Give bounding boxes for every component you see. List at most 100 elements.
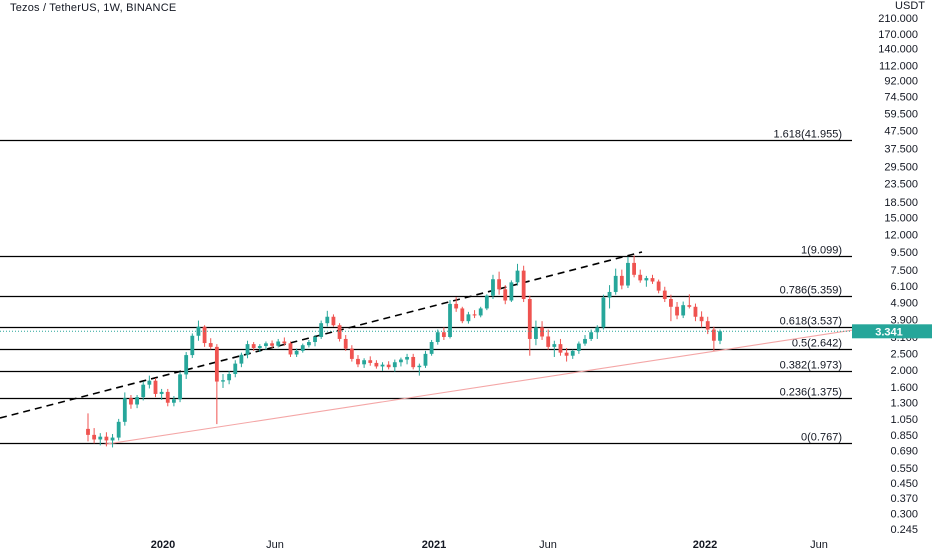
candle-body — [221, 380, 225, 382]
time-axis-bg — [0, 538, 932, 550]
candle — [423, 350, 428, 368]
candle — [122, 392, 127, 426]
candle — [491, 274, 495, 300]
candle-body — [165, 391, 170, 403]
candle-body — [306, 342, 311, 346]
fib-label: 1(9.099) — [801, 245, 842, 257]
price-tick-label: 0.370 — [890, 493, 918, 505]
candle-body — [552, 344, 557, 347]
price-tick-label: 59.500 — [884, 108, 918, 120]
candle-body — [116, 421, 121, 438]
price-tick-label: 140.000 — [878, 44, 918, 56]
candle-body — [638, 274, 643, 281]
candle — [460, 306, 465, 324]
current-price-tag: 3.341 — [0, 324, 932, 339]
candle — [264, 341, 268, 350]
candle-body — [122, 398, 127, 422]
candle-body — [497, 279, 502, 290]
candle-body — [503, 289, 508, 301]
candle — [527, 295, 532, 356]
candle-body — [705, 321, 710, 330]
candle — [484, 294, 489, 311]
candle — [405, 353, 409, 365]
candle — [497, 271, 502, 295]
candle — [607, 285, 612, 309]
candle — [172, 396, 176, 407]
candle-body — [448, 303, 452, 337]
candle — [98, 433, 103, 446]
candle — [356, 355, 360, 368]
candle-body — [392, 362, 397, 368]
candle — [503, 285, 508, 305]
fibonacci-retracement[interactable]: 1.618(41.955) 1(9.099) 0.786(5.359) 0.618(3… — [0, 129, 852, 445]
candle-body — [435, 332, 440, 343]
candle — [288, 341, 293, 357]
candle — [190, 333, 195, 358]
candle-body — [233, 363, 238, 375]
price-tick-label: 112.000 — [879, 61, 918, 73]
symbol-title: Tezos / TetherUS, 1W, BINANCE — [10, 2, 177, 14]
candle — [711, 326, 716, 351]
time-label: Jun — [539, 539, 557, 550]
resistance-trendline — [0, 251, 643, 419]
candle-body — [202, 326, 207, 344]
candle-body — [478, 308, 483, 316]
time-axis[interactable]: 2020 Jun 2021 Jun 2022 Jun — [0, 538, 932, 550]
candle-body — [172, 399, 176, 403]
candle — [368, 356, 373, 366]
candle — [294, 348, 299, 357]
price-tick-label: 0.245 — [890, 524, 918, 536]
candle-body — [349, 348, 354, 359]
candle-body — [619, 275, 624, 286]
candle — [319, 320, 324, 339]
candle-body — [208, 343, 213, 347]
candle — [300, 343, 305, 353]
candle-body — [153, 380, 158, 394]
candle — [110, 433, 115, 448]
candle-body — [472, 314, 477, 316]
candle-body — [429, 342, 434, 354]
candle-body — [147, 380, 152, 385]
candle — [478, 306, 483, 318]
time-label: 2021 — [422, 539, 446, 550]
candle-body — [632, 262, 636, 275]
candle — [343, 335, 348, 351]
candle-body — [214, 346, 219, 382]
candle — [202, 325, 207, 347]
fib-label: 0.382(1.973) — [780, 360, 842, 372]
time-label: Jun — [810, 539, 828, 550]
candle — [534, 320, 538, 346]
trendlines[interactable] — [0, 251, 853, 445]
candle — [208, 338, 213, 350]
candle — [448, 300, 452, 339]
candle — [399, 357, 403, 367]
price-tick-label: 3.900 — [890, 315, 918, 327]
candle-body — [313, 336, 317, 343]
price-tick-label: 9.500 — [890, 247, 918, 259]
candle — [693, 303, 698, 322]
candle-body — [460, 308, 465, 322]
price-tick-label: 92.000 — [884, 75, 918, 87]
price-tick-label: 0.550 — [890, 463, 918, 475]
candle-body — [417, 365, 422, 368]
candle-body — [190, 335, 195, 356]
candle-body — [589, 332, 594, 339]
candle — [380, 362, 385, 371]
candle — [270, 340, 274, 348]
candle — [178, 372, 182, 403]
candle-body — [564, 352, 569, 356]
candle — [276, 338, 281, 348]
candle — [687, 294, 692, 309]
candle — [251, 342, 256, 351]
candle-body — [656, 281, 661, 291]
candle-body — [251, 344, 256, 348]
candle — [257, 344, 262, 353]
price-tick-label: 4.900 — [890, 297, 918, 309]
candle-body — [650, 278, 655, 282]
candle — [675, 302, 679, 320]
candle-body — [699, 316, 704, 322]
candle-body — [405, 356, 409, 360]
